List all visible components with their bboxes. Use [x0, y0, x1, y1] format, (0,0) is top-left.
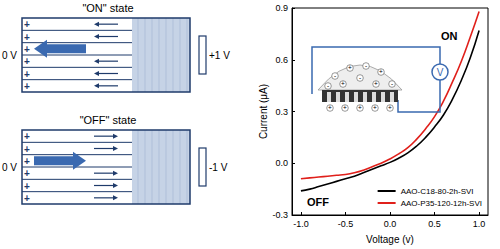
svg-text:AAO-C18-80-2h-SVI: AAO-C18-80-2h-SVI	[401, 187, 474, 196]
svg-text:-: -	[327, 82, 329, 89]
svg-text:-: -	[365, 62, 367, 69]
svg-text:+: +	[24, 156, 30, 167]
svg-text:+: +	[24, 44, 30, 55]
svg-text:"ON" state: "ON" state	[82, 2, 133, 14]
svg-text:-: -	[334, 72, 336, 79]
svg-text:"OFF" state: "OFF" state	[80, 114, 137, 126]
svg-text:+: +	[348, 64, 352, 71]
svg-text:+: +	[24, 81, 30, 92]
svg-text:-: -	[359, 74, 361, 81]
svg-text:-1.0: -1.0	[293, 219, 309, 229]
svg-text:+: +	[24, 32, 30, 43]
svg-text:+: +	[24, 131, 30, 142]
svg-text:0 V: 0 V	[2, 162, 17, 173]
svg-text:0.0: 0.0	[275, 158, 288, 168]
svg-text:+: +	[24, 56, 30, 67]
svg-text:+1 V: +1 V	[209, 50, 230, 61]
svg-text:0.0: 0.0	[384, 219, 397, 229]
svg-text:+: +	[343, 104, 347, 111]
svg-text:-0.3: -0.3	[272, 210, 288, 220]
svg-text:+: +	[388, 104, 392, 111]
svg-text:0.6: 0.6	[275, 55, 288, 65]
svg-text:-0.5: -0.5	[338, 219, 354, 229]
svg-text:+: +	[328, 104, 332, 111]
svg-text:ON: ON	[441, 30, 458, 42]
svg-text:-: -	[391, 80, 393, 87]
svg-text:+: +	[24, 193, 30, 204]
svg-text:+: +	[24, 181, 30, 192]
svg-text:Voltage (v): Voltage (v)	[366, 234, 414, 245]
svg-text:0 V: 0 V	[2, 50, 17, 61]
svg-text:+: +	[379, 68, 383, 75]
svg-text:+: +	[374, 80, 378, 87]
svg-text:OFF: OFF	[307, 196, 329, 208]
svg-text:1.0: 1.0	[473, 219, 486, 229]
svg-text:0.9: 0.9	[275, 3, 288, 13]
svg-text:+: +	[358, 104, 362, 111]
svg-text:AAO-P35-120-12h-SVI: AAO-P35-120-12h-SVI	[401, 199, 482, 208]
svg-text:0.3: 0.3	[275, 107, 288, 117]
svg-text:Current (μA): Current (μA)	[258, 84, 269, 139]
svg-text:+: +	[24, 168, 30, 179]
svg-text:+: +	[24, 19, 30, 30]
svg-text:-1 V: -1 V	[209, 162, 228, 173]
svg-text:V: V	[437, 67, 444, 78]
svg-text:0.5: 0.5	[428, 219, 441, 229]
svg-text:+: +	[373, 104, 377, 111]
svg-text:+: +	[24, 69, 30, 80]
svg-text:+: +	[341, 80, 345, 87]
svg-text:+: +	[24, 144, 30, 155]
